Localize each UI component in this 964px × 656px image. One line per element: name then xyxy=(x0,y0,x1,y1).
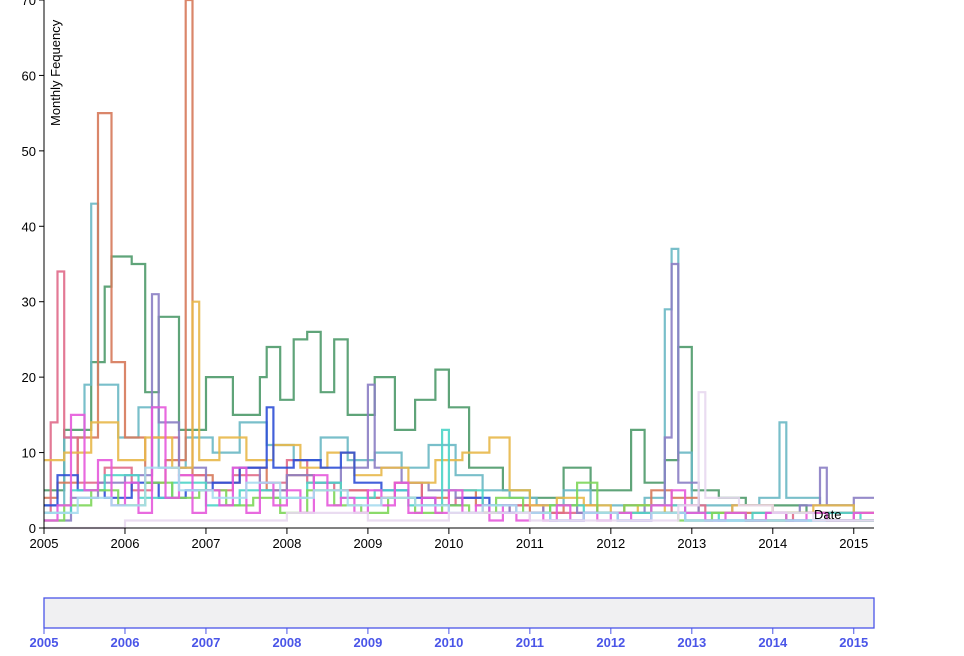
brush-tick-label: 2006 xyxy=(111,635,140,650)
series-lines xyxy=(44,0,874,530)
x-tick-label: 2014 xyxy=(758,536,787,551)
y-tick-label: 0 xyxy=(29,521,36,536)
x-tick-label: 2015 xyxy=(839,536,868,551)
x-tick-label: 2013 xyxy=(677,536,706,551)
brush-tick-label: 2014 xyxy=(758,635,788,650)
series-line-1 xyxy=(44,255,874,514)
brush-tick-label: 2013 xyxy=(677,635,706,650)
y-axis: 0 10 20 30 40 50 60 70 xyxy=(22,0,45,536)
brush-axis: 2005 2006 2007 2008 2009 2010 2011 2012 2013 2014… xyxy=(30,628,868,650)
brush-tick-label: 2011 xyxy=(516,635,544,650)
y-axis-label: Monthly Fequency xyxy=(48,19,63,126)
x-tick-label: 2005 xyxy=(30,536,59,551)
series-line-7 xyxy=(44,406,874,522)
series-line-11 xyxy=(44,466,874,522)
brush-tick-label: 2008 xyxy=(272,635,301,650)
x-tick-label: 2009 xyxy=(353,536,382,551)
series-line-9 xyxy=(44,481,874,522)
y-tick-label: 50 xyxy=(22,144,36,159)
brush-tick-label: 2007 xyxy=(191,635,220,650)
brush-tick-label: 2012 xyxy=(596,635,625,650)
x-tick-label: 2007 xyxy=(191,536,220,551)
brush-tick-label: 2015 xyxy=(839,635,868,650)
line-chart: 0 10 20 30 40 50 60 70 2005 2006 2007 2008 2009 2010… xyxy=(22,0,874,551)
x-tick-label: 2006 xyxy=(111,536,140,551)
y-tick-label: 70 xyxy=(22,0,36,8)
x-tick-label: 2012 xyxy=(596,536,625,551)
brush-tick-label: 2009 xyxy=(353,635,382,650)
brush-tick-label: 2005 xyxy=(30,635,59,650)
y-tick-label: 40 xyxy=(22,219,36,234)
series-line-12 xyxy=(44,391,874,530)
y-tick-label: 30 xyxy=(22,295,36,310)
brush-timeline[interactable]: 2005 2006 2007 2008 2009 2010 2011 2012 2013 2014… xyxy=(0,580,964,656)
x-tick-label: 2008 xyxy=(272,536,301,551)
y-tick-label: 20 xyxy=(22,370,36,385)
series-line-3 xyxy=(44,0,874,522)
x-axis-label: Date xyxy=(814,507,841,522)
x-axis: 2005 2006 2007 2008 2009 2010 2011 2012 2013 2014… xyxy=(30,527,874,551)
brush-tick-label: 2010 xyxy=(434,635,463,650)
brush-area[interactable] xyxy=(43,597,875,629)
series-line-10 xyxy=(44,406,874,522)
x-tick-label: 2011 xyxy=(516,536,544,551)
y-tick-label: 10 xyxy=(22,446,36,461)
y-tick-label: 60 xyxy=(22,68,36,83)
series-line-2 xyxy=(44,202,874,514)
x-tick-label: 2010 xyxy=(434,536,463,551)
